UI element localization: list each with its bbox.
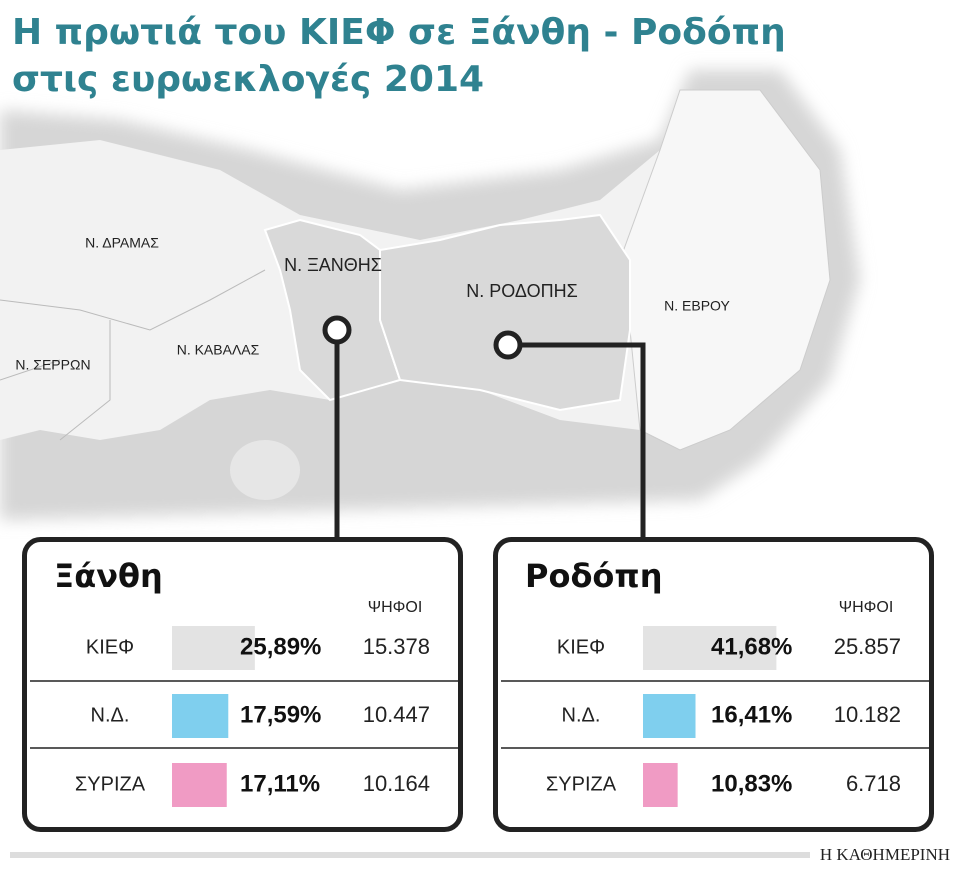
panel	[493, 537, 934, 832]
marker	[493, 330, 523, 360]
votes-header: ΨΗΦΟΙ	[839, 599, 894, 616]
votes: 10.182	[834, 702, 901, 727]
panel-title: Ροδόπη	[525, 557, 663, 595]
party: Ν.Δ.	[562, 704, 601, 726]
party: Ν.Δ.	[91, 704, 130, 726]
party: ΣΥΡΙΖΑ	[75, 773, 146, 795]
map-label: Ν. ΣΕΡΡΩΝ	[15, 357, 90, 373]
map-label: Ν. ΞΑΝΘΗΣ	[284, 255, 382, 275]
map-label: Ν. ΔΡΑΜΑΣ	[85, 235, 159, 251]
title: στις ευρωεκλογές 2014	[12, 59, 484, 100]
bar	[643, 694, 696, 738]
votes: 15.378	[363, 634, 430, 659]
percent-label: 17,11%	[240, 770, 320, 797]
percent-label: 17,59%	[240, 701, 321, 728]
percent-label: 41,68%	[711, 633, 792, 660]
map: Ν. ΔΡΑΜΑΣ Ν. ΞΑΝΘΗΣ Ν. ΡΟΔΟΠΗΣ Ν. ΕΒΡΟΥ …	[0, 70, 860, 537]
party: ΣΥΡΙΖΑ	[546, 773, 617, 795]
votes: 6.718	[846, 771, 901, 796]
panel	[22, 537, 463, 832]
percent-label: 25,89%	[240, 633, 321, 660]
percent-label: 16,41%	[711, 701, 792, 728]
map-label: Ν. ΕΒΡΟΥ	[664, 298, 730, 314]
bar	[172, 626, 255, 670]
votes: 25.857	[834, 634, 901, 659]
bar	[643, 763, 678, 807]
votes: 10.447	[363, 702, 430, 727]
bar	[172, 694, 229, 738]
panel-title: Ξάνθη	[54, 557, 163, 595]
votes-header: ΨΗΦΟΙ	[368, 599, 423, 616]
island	[230, 440, 300, 500]
bar	[172, 763, 227, 807]
footer-rule	[10, 852, 810, 858]
marker	[322, 315, 352, 345]
title: Η πρωτιά του ΚΙΕΦ σε Ξάνθη - Ροδόπη	[12, 12, 786, 53]
connector	[334, 342, 646, 537]
bar	[643, 626, 777, 670]
rodopi-region	[379, 213, 631, 412]
votes: 10.164	[363, 771, 430, 796]
party: ΚΙΕΦ	[86, 636, 134, 658]
map-label: Ν. ΡΟΔΟΠΗΣ	[466, 281, 577, 301]
party: ΚΙΕΦ	[557, 636, 605, 658]
borders	[0, 269, 266, 441]
source: Η ΚΑΘΗΜΕΡΙΝΗ	[820, 845, 950, 864]
percent-label: 10,83%	[711, 770, 792, 797]
map-label: Ν. ΚΑΒΑΛΑΣ	[177, 342, 260, 358]
